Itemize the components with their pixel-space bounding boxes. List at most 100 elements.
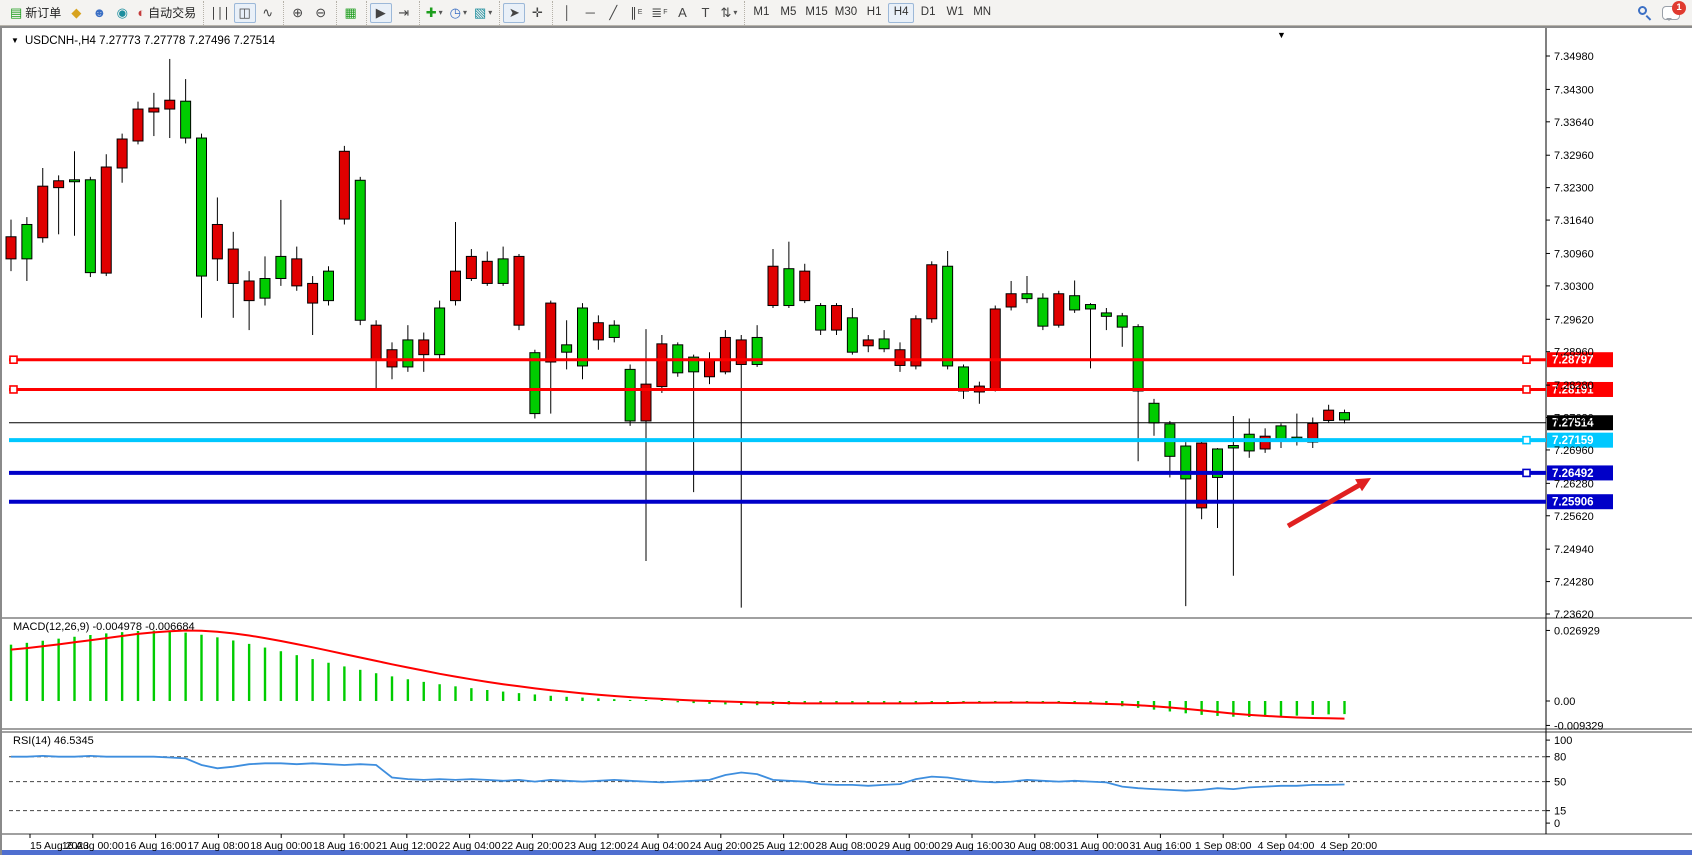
candle-body[interactable] (1037, 297, 1049, 327)
candle-body[interactable] (481, 260, 493, 284)
timeframe-button-mn[interactable]: MN (973, 5, 992, 18)
candle-body[interactable] (529, 352, 541, 415)
candle-body[interactable] (577, 307, 588, 367)
search-icon[interactable] (1638, 5, 1652, 21)
candle-body[interactable] (291, 258, 303, 287)
cursor-button[interactable]: ➤ (503, 2, 526, 23)
candle-body[interactable] (815, 305, 827, 331)
auto-scroll-button[interactable]: ▶ (369, 2, 392, 23)
level-handle[interactable] (9, 355, 18, 365)
text-button[interactable]: A (671, 3, 693, 23)
candle-body[interactable] (1243, 433, 1255, 452)
level-handle[interactable] (1522, 385, 1531, 394)
candle-body[interactable] (1339, 412, 1350, 421)
candle-body[interactable] (69, 179, 80, 183)
timeframe-button-m30[interactable]: M30 (834, 5, 858, 18)
candle-body[interactable] (354, 179, 366, 321)
candle-body[interactable] (656, 343, 668, 388)
candle-body[interactable] (227, 248, 239, 284)
candle-body[interactable] (1005, 293, 1017, 308)
candle-body[interactable] (275, 255, 287, 280)
signals-icon[interactable]: ◉ (111, 3, 133, 23)
candle-body[interactable] (1085, 304, 1096, 310)
candle-body[interactable] (592, 322, 604, 341)
candle-body[interactable] (942, 265, 954, 367)
zoom-out-button[interactable]: ⊖ (310, 3, 332, 23)
timeframe-button-h1[interactable]: H1 (866, 5, 882, 18)
chevron-down-icon[interactable]: ▾ (462, 7, 467, 17)
candle-body[interactable] (21, 223, 33, 260)
candle-body[interactable] (37, 185, 49, 239)
candle-body[interactable] (1021, 293, 1033, 300)
candle-body[interactable] (688, 356, 700, 373)
candle-body[interactable] (878, 338, 890, 350)
level-handle[interactable] (1522, 435, 1531, 445)
candle-body[interactable] (1196, 442, 1208, 509)
candle-body[interactable] (735, 339, 747, 365)
candle-body[interactable] (640, 383, 652, 422)
candle-body[interactable] (1069, 295, 1081, 311)
level-handle[interactable] (1522, 355, 1531, 365)
candle-body[interactable] (132, 108, 144, 142)
candle-body[interactable] (53, 180, 65, 189)
candle-body[interactable] (211, 223, 223, 260)
candle-body[interactable] (1259, 435, 1271, 450)
candle-body[interactable] (465, 255, 477, 280)
profile-icon[interactable]: ☻ (88, 3, 110, 23)
candle-body[interactable] (1148, 402, 1160, 424)
line-chart-button[interactable]: ∿ (257, 3, 279, 23)
arrows-button[interactable]: ⇅ ▾ (717, 3, 740, 23)
horizontal-line-button[interactable]: ─ (579, 3, 601, 23)
templates-button[interactable]: ▧ ▾ (471, 3, 495, 23)
candle-body[interactable] (180, 100, 192, 139)
candle-body[interactable] (989, 308, 1001, 390)
candle-body[interactable] (846, 317, 858, 353)
candle-body[interactable] (545, 302, 557, 363)
candle-body[interactable] (497, 258, 509, 284)
trend-arrow-head[interactable] (1355, 478, 1371, 492)
candle-body[interactable] (148, 107, 160, 113)
candle-body[interactable] (561, 344, 573, 353)
chevron-down-icon[interactable]: ▾ (488, 7, 493, 17)
crosshair-button[interactable]: ✛ (526, 3, 548, 23)
zoom-in-button[interactable]: ⊕ (287, 3, 309, 23)
level-handle[interactable] (1522, 468, 1531, 478)
candle-body[interactable] (434, 307, 446, 356)
level-handle[interactable] (9, 385, 18, 394)
candle-body[interactable] (243, 280, 255, 302)
candle-body[interactable] (307, 282, 319, 304)
candle-body[interactable] (100, 166, 112, 274)
candle-body[interactable] (450, 270, 461, 302)
candle-body[interactable] (767, 265, 779, 307)
timeframe-button-m1[interactable]: M1 (753, 5, 770, 18)
text-label-button[interactable]: T (694, 3, 716, 23)
candle-body[interactable] (831, 305, 842, 331)
candle-body[interactable] (704, 359, 715, 378)
candle-body[interactable] (608, 324, 620, 338)
candle-body[interactable] (259, 278, 271, 299)
equidistant-channel-button[interactable]: ∥ E (625, 3, 647, 23)
periods-button[interactable]: ◷ ▾ (447, 3, 470, 23)
candle-body[interactable] (910, 318, 922, 367)
candle-body[interactable] (719, 336, 731, 373)
candlestick-chart-button[interactable]: ◫ (233, 2, 256, 23)
candle-body[interactable] (799, 270, 811, 302)
candle-body[interactable] (783, 268, 795, 307)
bar-chart-button[interactable]: ∣∣∣ (207, 3, 233, 23)
candle-body[interactable] (338, 150, 350, 220)
chevron-down-icon[interactable]: ▾ (733, 7, 738, 17)
candle-body[interactable] (751, 336, 763, 365)
tile-windows-button[interactable]: ▦ (340, 3, 362, 23)
candle-body[interactable] (894, 349, 906, 366)
candle-body[interactable] (624, 368, 636, 422)
candle-body[interactable] (1100, 312, 1112, 317)
candle-body[interactable] (196, 137, 207, 277)
candle-body[interactable] (402, 339, 414, 368)
autotrade-button[interactable]: ◐ 自动交易 (134, 3, 199, 23)
notifications-icon[interactable]: 1 (1662, 0, 1686, 21)
candle-body[interactable] (1053, 293, 1065, 326)
trend-arrow-shaft[interactable] (1286, 480, 1365, 529)
vertical-line-button[interactable]: │ (556, 3, 578, 23)
chart-canvas[interactable]: 7.28797 7.28191 7.27514 7.27159 7.26492 7.259… (1, 27, 1692, 855)
chart-shift-button[interactable]: ⇥ (393, 3, 415, 23)
